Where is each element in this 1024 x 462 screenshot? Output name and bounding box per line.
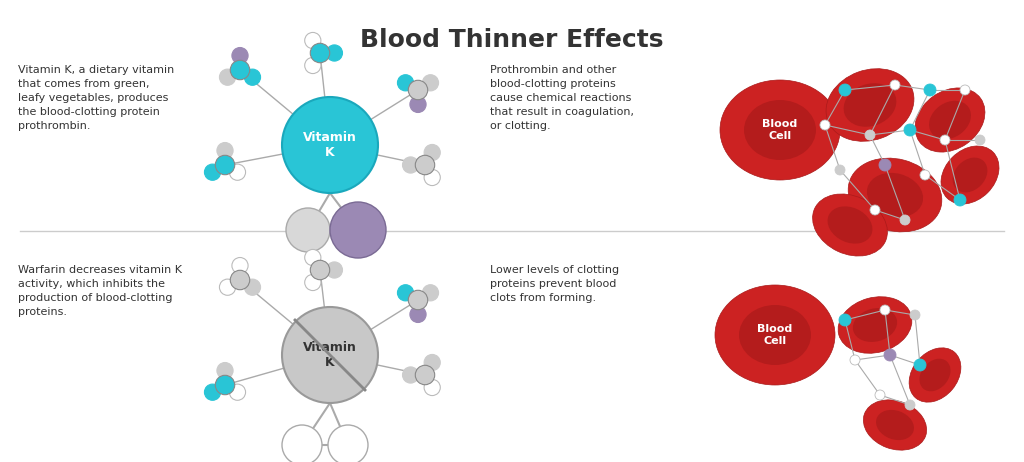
Circle shape [839, 84, 851, 96]
Ellipse shape [838, 297, 912, 353]
Ellipse shape [863, 400, 927, 450]
Circle shape [305, 274, 321, 291]
Ellipse shape [909, 348, 961, 402]
Circle shape [231, 257, 248, 274]
Circle shape [282, 97, 378, 193]
Circle shape [424, 354, 440, 371]
Circle shape [286, 208, 330, 252]
Circle shape [229, 164, 246, 180]
Circle shape [330, 202, 386, 258]
Circle shape [975, 135, 985, 145]
Circle shape [229, 384, 246, 400]
Circle shape [900, 215, 910, 225]
Ellipse shape [915, 88, 985, 152]
Ellipse shape [853, 308, 897, 342]
Ellipse shape [848, 158, 942, 232]
Circle shape [305, 32, 321, 49]
Circle shape [328, 425, 368, 462]
Text: Warfarin decreases vitamin K
activity, which inhibits the
production of blood-cl: Warfarin decreases vitamin K activity, w… [18, 265, 182, 317]
Circle shape [402, 157, 419, 173]
Circle shape [410, 306, 426, 322]
Circle shape [230, 60, 250, 80]
Circle shape [215, 375, 234, 395]
Circle shape [219, 69, 236, 85]
Ellipse shape [941, 146, 999, 204]
Text: Lower levels of clotting
proteins prevent blood
clots from forming.: Lower levels of clotting proteins preven… [490, 265, 620, 303]
Circle shape [310, 260, 330, 280]
Circle shape [409, 80, 428, 100]
Circle shape [914, 359, 926, 371]
Circle shape [880, 305, 890, 315]
Ellipse shape [867, 173, 923, 217]
Ellipse shape [826, 69, 914, 141]
Circle shape [205, 384, 220, 400]
Circle shape [884, 349, 896, 361]
Circle shape [879, 159, 891, 171]
Text: Blood
Cell: Blood Cell [758, 324, 793, 346]
Circle shape [904, 124, 916, 136]
Circle shape [416, 365, 435, 385]
Circle shape [961, 85, 970, 95]
Circle shape [219, 279, 236, 295]
Circle shape [215, 155, 234, 175]
Ellipse shape [876, 410, 914, 440]
Circle shape [820, 120, 830, 130]
Circle shape [920, 170, 930, 180]
Circle shape [924, 84, 936, 96]
Circle shape [850, 355, 860, 365]
Ellipse shape [844, 83, 896, 127]
Circle shape [205, 164, 220, 180]
Text: Vitamin
K: Vitamin K [303, 131, 357, 159]
Circle shape [217, 142, 233, 159]
Circle shape [245, 69, 260, 85]
Circle shape [865, 130, 874, 140]
Circle shape [424, 379, 440, 395]
Text: Blood
Cell: Blood Cell [763, 119, 798, 141]
Circle shape [910, 310, 920, 320]
Ellipse shape [929, 101, 971, 139]
Circle shape [839, 314, 851, 326]
Circle shape [402, 367, 419, 383]
Circle shape [870, 205, 880, 215]
Text: Prothrombin and other
blood-clotting proteins
cause chemical reactions
that resu: Prothrombin and other blood-clotting pro… [490, 65, 634, 131]
Circle shape [282, 307, 378, 403]
Ellipse shape [720, 80, 840, 180]
Circle shape [305, 249, 321, 266]
Ellipse shape [920, 359, 950, 391]
Circle shape [835, 165, 845, 175]
Circle shape [245, 279, 260, 295]
Ellipse shape [744, 100, 816, 160]
Circle shape [327, 45, 342, 61]
Ellipse shape [715, 285, 835, 385]
Circle shape [410, 96, 426, 113]
Circle shape [905, 400, 915, 410]
Circle shape [416, 155, 435, 175]
Circle shape [422, 285, 438, 301]
Circle shape [424, 145, 440, 161]
Circle shape [954, 194, 966, 206]
Circle shape [409, 290, 428, 310]
Circle shape [282, 425, 322, 462]
Ellipse shape [739, 305, 811, 365]
Circle shape [327, 262, 342, 278]
Circle shape [231, 48, 248, 64]
Circle shape [940, 135, 950, 145]
Circle shape [217, 363, 233, 379]
Ellipse shape [952, 158, 987, 192]
Circle shape [310, 43, 330, 63]
Ellipse shape [813, 194, 888, 256]
Text: Vitamin
K: Vitamin K [303, 341, 357, 369]
Text: Vitamin K, a dietary vitamin
that comes from green,
leafy vegetables, produces
t: Vitamin K, a dietary vitamin that comes … [18, 65, 174, 131]
Circle shape [305, 57, 321, 73]
Circle shape [230, 270, 250, 290]
Circle shape [397, 75, 414, 91]
Circle shape [890, 80, 900, 90]
Text: Blood Thinner Effects: Blood Thinner Effects [360, 28, 664, 52]
Circle shape [422, 75, 438, 91]
Circle shape [424, 170, 440, 186]
Circle shape [397, 285, 414, 301]
Ellipse shape [827, 207, 872, 243]
Circle shape [874, 390, 885, 400]
